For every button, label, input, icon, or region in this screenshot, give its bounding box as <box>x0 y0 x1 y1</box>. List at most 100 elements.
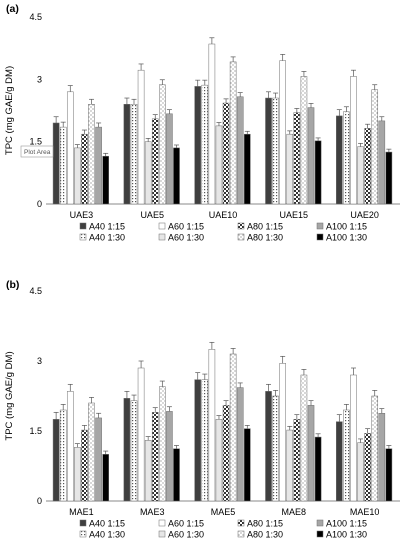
bar-a80-1-30-uae3 <box>88 104 95 205</box>
legend-label-a60-1-15: A60 1:15 <box>168 222 204 232</box>
bar-a40-1-15-mae1 <box>52 419 60 502</box>
bar-a60-1-15-uae3 <box>66 91 74 205</box>
bar-a80-1-15-uae10 <box>222 102 230 205</box>
y-tick-label: 1.5 <box>29 426 42 436</box>
bar-a80-1-15-mae10 <box>364 433 371 502</box>
bar-a60-1-30-uae3 <box>74 147 81 205</box>
bar-a80-1-30-uae20 <box>371 89 379 205</box>
bar-a60-1-15-mae8 <box>279 363 286 502</box>
y-axis-title: TPC (mg GAE/g DM) <box>4 351 15 440</box>
legend-label-a40-1-15: A40 1:15 <box>89 519 125 529</box>
legend-swatch-a80-1-30 <box>237 233 245 241</box>
legend-swatch-a60-1-15 <box>158 519 166 527</box>
legend-label-a80-1-15: A80 1:15 <box>247 222 283 232</box>
bar-a60-1-30-uae20 <box>357 146 364 205</box>
bar-a80-1-15-uae15 <box>293 112 301 205</box>
x-tick-label: UAE5 <box>140 210 164 220</box>
x-tick-label: MAE8 <box>282 507 307 517</box>
legend-label-a60-1-30: A60 1:30 <box>168 233 204 243</box>
bar-a60-1-15-uae5 <box>137 69 145 205</box>
bar-a80-1-15-mae3 <box>151 412 159 502</box>
bar-a100-1-15-mae8 <box>307 405 315 502</box>
bar-a40-1-15-uae3 <box>52 122 60 205</box>
bar-a40-1-15-mae10 <box>336 421 343 502</box>
bar-a60-1-30-uae10 <box>215 125 223 205</box>
legend-label-a60-1-30: A60 1:30 <box>168 530 204 540</box>
legend-swatch-a60-1-15 <box>158 222 166 230</box>
bar-a80-1-15-uae3 <box>81 133 88 205</box>
panel-label: (a) <box>6 3 19 15</box>
legend-swatch-a40-1-15 <box>79 519 87 527</box>
legend-label-a80-1-15: A80 1:15 <box>247 519 283 529</box>
bar-a40-1-30-mae3 <box>130 400 138 502</box>
bar-a100-1-15-mae1 <box>95 417 102 502</box>
x-tick-label: MAE5 <box>211 507 236 517</box>
bar-a100-1-30-mae1 <box>102 454 109 502</box>
legend-swatch-a80-1-15 <box>237 222 245 230</box>
legend-label-a100-1-15: A100 1:15 <box>326 222 367 232</box>
tooltip-text: Plot Area <box>24 149 51 156</box>
bar-a40-1-15-mae8 <box>265 391 272 502</box>
bar-a40-1-30-uae5 <box>130 104 138 205</box>
y-tick-label: 0 <box>37 199 42 209</box>
bar-a100-1-15-uae5 <box>166 113 173 205</box>
bar-a40-1-30-uae3 <box>59 126 67 205</box>
x-tick-label: MAE3 <box>140 507 165 517</box>
bar-a100-1-15-uae15 <box>307 107 315 205</box>
bar-a100-1-30-mae10 <box>385 448 393 502</box>
bar-a100-1-15-mae3 <box>166 411 173 502</box>
bar-a80-1-15-mae5 <box>222 405 230 502</box>
bar-a40-1-15-uae10 <box>194 86 202 205</box>
bar-a80-1-30-mae1 <box>88 402 95 502</box>
y-tick-label: 4.5 <box>29 286 42 296</box>
bar-a100-1-30-uae3 <box>102 155 109 205</box>
legend-swatch-a40-1-15 <box>79 222 87 230</box>
bar-a80-1-30-uae15 <box>300 76 308 205</box>
legend-label-a100-1-30: A100 1:30 <box>326 233 367 243</box>
y-tick-label: 0 <box>37 496 42 506</box>
bar-a60-1-30-mae8 <box>286 429 294 502</box>
bar-a40-1-30-mae10 <box>343 409 350 502</box>
x-tick-label: MAE1 <box>69 507 94 517</box>
legend-label-a100-1-30: A100 1:30 <box>326 530 367 540</box>
legend-label-a60-1-15: A60 1:15 <box>168 519 204 529</box>
bar-a60-1-30-mae5 <box>215 419 223 502</box>
x-tick-label: UAE3 <box>70 210 94 220</box>
tooltip-box <box>20 145 54 158</box>
legend-label-a80-1-30: A80 1:30 <box>247 233 283 243</box>
bar-a40-1-30-uae10 <box>201 84 209 205</box>
legend-swatch-a100-1-30 <box>316 530 324 538</box>
bar-a40-1-15-uae20 <box>336 115 343 205</box>
legend-label-a40-1-15: A40 1:15 <box>89 222 125 232</box>
legend-swatch-a80-1-15 <box>237 519 245 527</box>
bar-a60-1-30-mae3 <box>144 440 152 502</box>
bar-a40-1-15-uae15 <box>265 97 272 205</box>
plot-area-tooltip: Plot Area <box>20 145 54 158</box>
legend-swatch-a60-1-30 <box>158 530 166 538</box>
bar-a40-1-15-uae5 <box>123 104 131 205</box>
x-tick-label: UAE10 <box>209 210 238 220</box>
bar-a80-1-30-mae5 <box>229 353 237 502</box>
bar-a60-1-15-mae1 <box>66 391 74 502</box>
legend-swatch-a40-1-30 <box>79 530 87 538</box>
bar-a100-1-15-uae3 <box>95 126 102 205</box>
bar-a80-1-15-mae8 <box>293 419 301 502</box>
bar-a40-1-15-mae5 <box>194 379 202 502</box>
legend-swatch-a40-1-30 <box>79 233 87 241</box>
bar-a60-1-15-uae10 <box>208 43 216 205</box>
bar-a40-1-30-mae8 <box>272 395 279 502</box>
y-tick-label: 3 <box>37 74 42 84</box>
bar-a100-1-30-uae10 <box>243 133 251 205</box>
bar-a100-1-30-uae5 <box>173 147 180 205</box>
legend-swatch-a60-1-30 <box>158 233 166 241</box>
bar-a100-1-30-uae15 <box>314 140 322 205</box>
bar-a60-1-15-mae10 <box>350 374 357 502</box>
bar-a60-1-30-uae15 <box>286 133 294 205</box>
chart-panel-a: (a) TPC (mg GAE/g DM) 0 1.5 3 4.5 UAE3 UAE5 UAE1… <box>4 3 400 243</box>
y-tick-label: 3 <box>37 356 42 366</box>
bar-a100-1-15-mae10 <box>378 413 386 502</box>
legend-swatch-a100-1-15 <box>316 222 324 230</box>
legend-label-a80-1-30: A80 1:30 <box>247 530 283 540</box>
